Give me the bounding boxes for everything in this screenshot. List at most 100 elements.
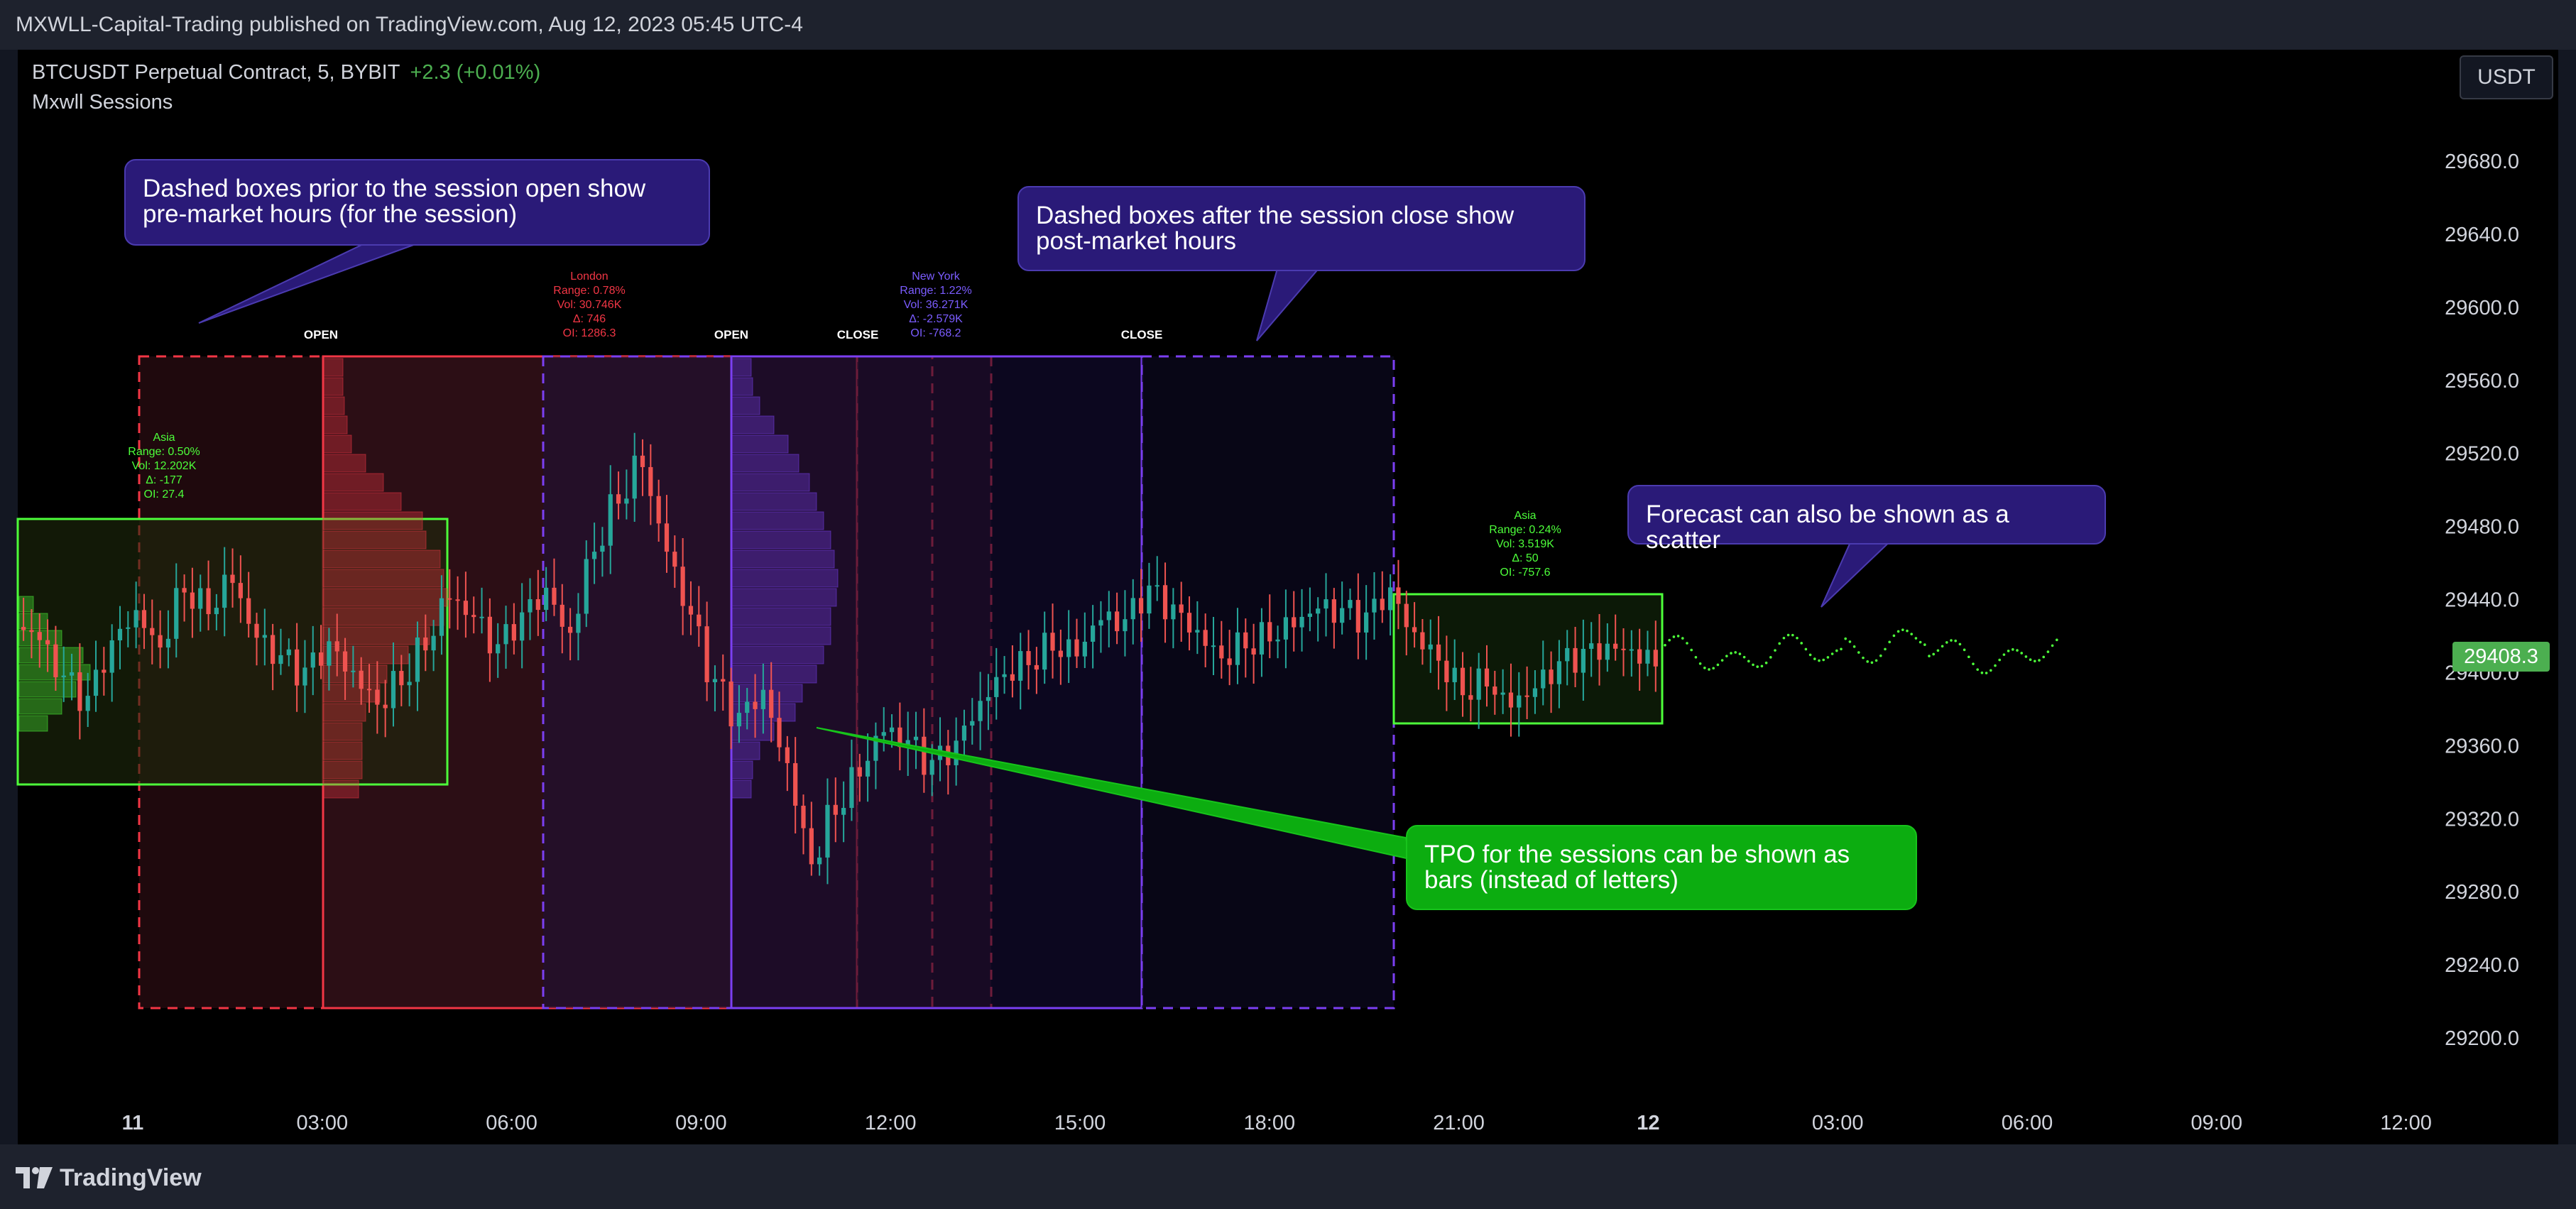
- tpo-bar: [18, 681, 77, 698]
- candle-body: [591, 552, 597, 559]
- candle-body: [1211, 645, 1216, 647]
- forecast-point: [1998, 658, 2001, 662]
- candle-body: [295, 649, 300, 686]
- tpo-bar: [322, 703, 366, 722]
- current-price-tag: 29408.3: [2452, 642, 2550, 672]
- forecast-point: [1958, 642, 1962, 646]
- candle-body: [102, 669, 107, 673]
- candle-body: [174, 588, 179, 639]
- candle-body: [728, 682, 733, 727]
- newyork-stats: New York Range: 1.22% Vol: 36.271K Δ: -2…: [900, 270, 971, 339]
- candle-body: [1171, 604, 1176, 620]
- candle-body: [1267, 622, 1272, 642]
- candle-body: [1331, 599, 1336, 623]
- ny-line-1: Range: 1.22%: [900, 285, 971, 297]
- tpo-bar: [731, 454, 799, 473]
- forecast-point: [1786, 633, 1790, 637]
- candle-body: [1492, 686, 1497, 695]
- candle-body: [383, 704, 388, 709]
- symbol-legend[interactable]: BTCUSDT Perpetual Contract, 5, BYBIT +2.3…: [32, 61, 540, 84]
- forecast-point: [1906, 629, 1909, 633]
- forecast-point: [1888, 640, 1891, 644]
- candle-body: [53, 644, 58, 677]
- forecast-point: [1716, 663, 1720, 667]
- tradingview-logo[interactable]: TradingView: [16, 1160, 202, 1196]
- forecast-point: [1720, 659, 1724, 662]
- candle-body: [1549, 669, 1554, 684]
- forecast-point: [1896, 630, 1900, 633]
- price-tick-label: 29360.0: [2445, 735, 2519, 757]
- candle-body: [375, 689, 380, 705]
- candle-body: [873, 735, 878, 761]
- candle-body: [1155, 585, 1159, 587]
- tpo-bar: [18, 596, 34, 613]
- price-axis[interactable]: 29680.0 29640.0 29600.0 29560.0 29520.0 29480…: [2445, 151, 2519, 1050]
- time-tick-label: 06:00: [2002, 1112, 2053, 1134]
- london-line-4: OI: 1286.3: [563, 327, 616, 339]
- london-open-marker: OPEN: [304, 328, 338, 341]
- candle-body: [801, 805, 806, 828]
- postmarket-callout: Dashed boxes after the session close sho…: [1017, 186, 1586, 271]
- candle-body: [126, 627, 131, 629]
- forecast-point: [1892, 634, 1896, 638]
- candle-body: [1629, 649, 1634, 651]
- candle-body: [342, 651, 348, 672]
- tpo-bar: [322, 664, 388, 684]
- forecast-point: [1808, 653, 1812, 657]
- forecast-point: [1818, 659, 1821, 662]
- candle-body: [366, 689, 372, 691]
- london-stats: London Range: 0.78% Vol: 30.746K Δ: 746 …: [553, 270, 625, 339]
- candle-body: [1235, 632, 1240, 665]
- symbol-name: BTCUSDT Perpetual Contract, 5, BYBIT: [32, 61, 400, 84]
- forecast-point: [1985, 672, 1988, 674]
- candle-body: [1613, 643, 1618, 649]
- asia-session-box-2: [1392, 593, 1664, 725]
- currency-button[interactable]: USDT: [2460, 55, 2553, 99]
- time-axis[interactable]: 11 03:00 06:00 09:00 12:00 15:00 18:00 21:00 12 0…: [122, 1112, 2432, 1134]
- london-line-2: Vol: 30.746K: [557, 299, 622, 311]
- forecast-point: [1694, 656, 1698, 659]
- candle-body: [1195, 630, 1200, 633]
- asia-stats-2: Asia Range: 0.24% Vol: 3.519K Δ: 50 OI: …: [1489, 510, 1561, 579]
- indicator-legend[interactable]: Mxwll Sessions: [32, 91, 173, 114]
- tpo-bar: [731, 434, 789, 454]
- candle-body: [471, 615, 476, 618]
- tradingview-brand: TradingView: [60, 1164, 202, 1191]
- candle-body: [865, 760, 871, 777]
- forecast-point: [1950, 639, 1953, 642]
- tpo-bar: [322, 396, 345, 415]
- time-tick-label: 12: [1637, 1112, 1659, 1134]
- candle-body: [1468, 695, 1473, 700]
- forecast-point: [1866, 660, 1869, 663]
- forecast-point: [2042, 655, 2045, 659]
- candle-body: [1162, 585, 1168, 620]
- tpo-bar: [731, 415, 775, 434]
- candle-body: [1115, 611, 1120, 632]
- forecast-point: [1954, 639, 1957, 642]
- candle-body: [391, 671, 396, 709]
- candle-body: [1597, 643, 1602, 660]
- candle-body: [697, 614, 702, 627]
- candle-body: [1388, 587, 1393, 611]
- candle-body: [1364, 612, 1369, 633]
- forecast-point: [1968, 655, 1970, 659]
- candle-body: [1138, 598, 1144, 614]
- forecast-point: [1712, 667, 1715, 670]
- candle-body: [334, 641, 339, 652]
- candle-body: [809, 828, 814, 865]
- forecast-point: [1932, 652, 1935, 656]
- candle-body: [793, 762, 798, 806]
- candle-body: [1259, 622, 1265, 655]
- candle-body: [1637, 649, 1642, 664]
- price-tick-label: 29200.0: [2445, 1027, 2519, 1050]
- candle-body: [85, 696, 90, 711]
- forecast-point: [1941, 645, 1944, 648]
- candle-body: [1500, 692, 1505, 695]
- candle-body: [1340, 608, 1345, 623]
- candle-body: [1380, 598, 1385, 611]
- forecast-point: [1782, 636, 1786, 640]
- tpo-bar: [731, 569, 839, 588]
- forecast-point: [2016, 649, 2019, 652]
- tpo-bar: [731, 684, 803, 703]
